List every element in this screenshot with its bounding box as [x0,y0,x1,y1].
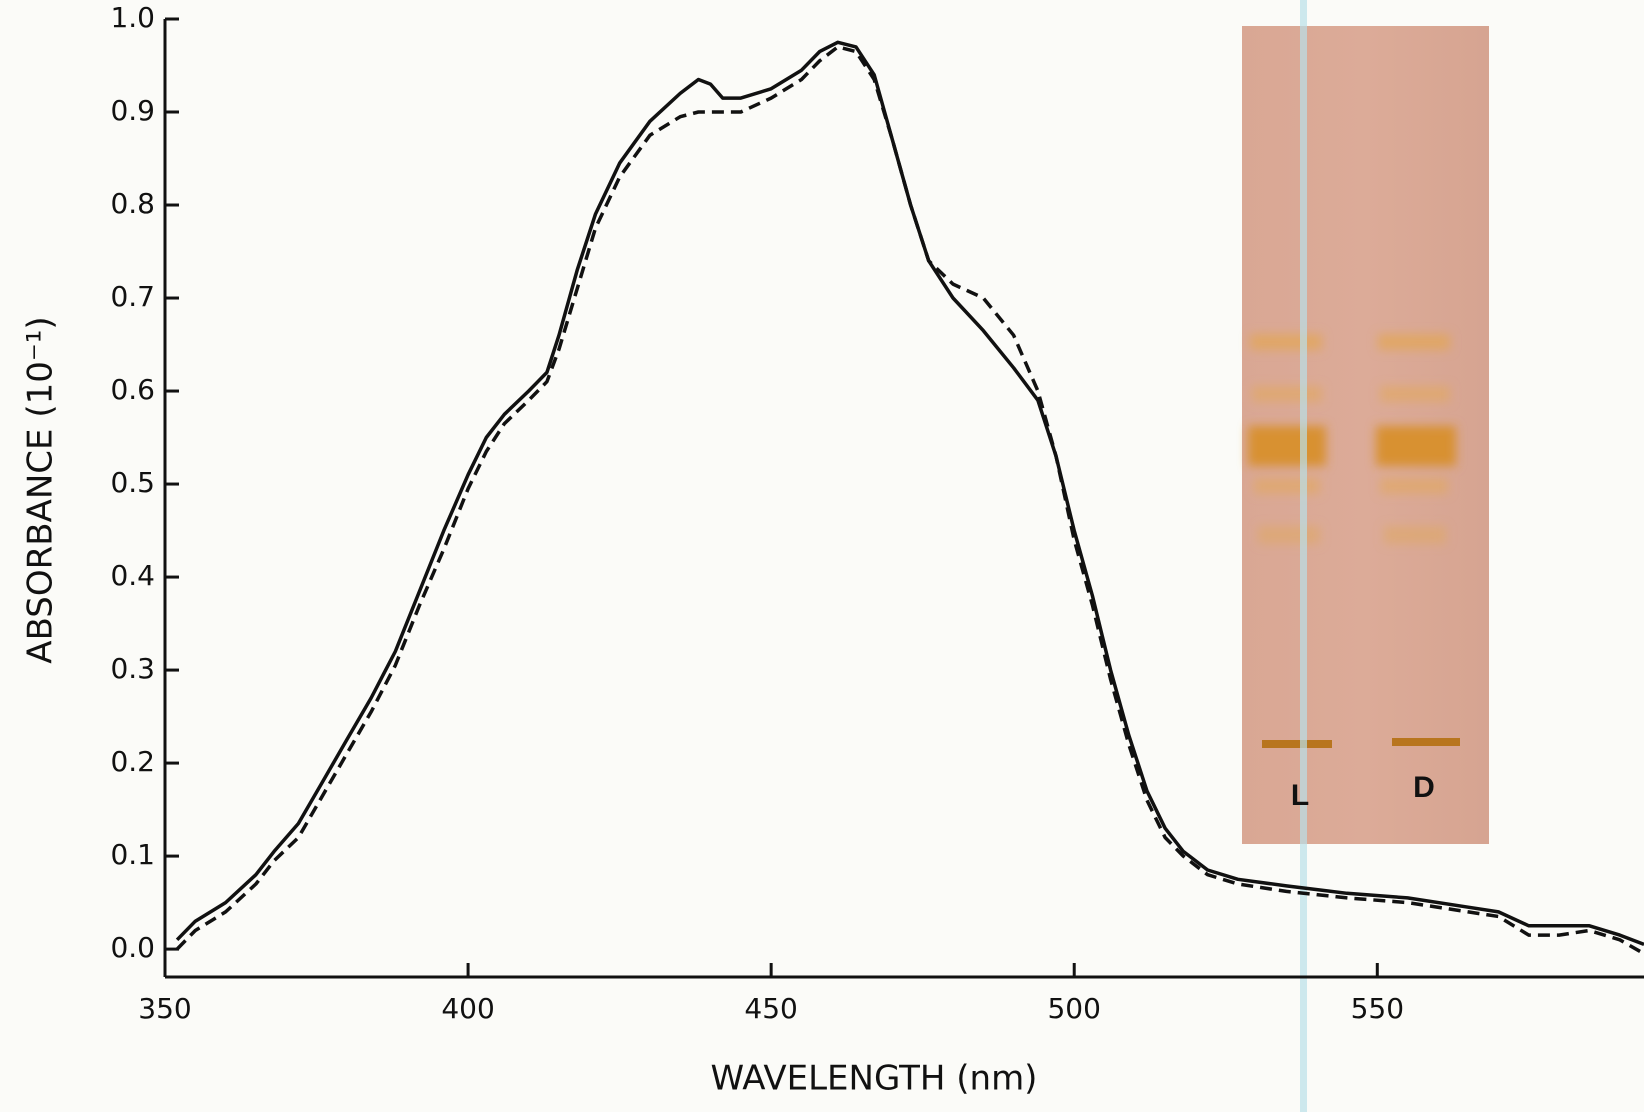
y-tick-label: 0.2 [110,745,155,778]
x-tick-label: 550 [1351,992,1404,1025]
y-tick-label: 0.3 [110,652,155,685]
lane-label: L [1291,779,1309,812]
spectrum-line [175,45,1644,956]
lane-label: D [1413,771,1435,804]
origin-spot [1392,738,1460,746]
x-tick-label: 350 [138,992,191,1025]
tlc-plate-inset: L D [1242,0,1489,1112]
x-tick-label: 450 [744,992,797,1025]
y-tick-label: 0.7 [110,280,155,313]
y-axis-label: ABSORBANCE (10⁻¹) [21,316,61,663]
origin-spot [1262,740,1332,748]
x-tick-label: 500 [1047,992,1100,1025]
y-tick-label: 1.0 [110,1,155,34]
y-tick-label: 0.1 [110,838,155,871]
y-tick-label: 0.4 [110,559,155,592]
x-axis-label: WAVELENGTH (nm) [711,1059,1038,1099]
spectrum-line [175,40,1644,947]
y-tick-label: 0.8 [110,187,155,220]
x-tick-label: 400 [441,992,494,1025]
y-tick-label: 0.6 [110,373,155,406]
y-tick-label: 0.0 [110,931,155,964]
y-tick-label: 0.9 [110,94,155,127]
y-tick-label: 0.5 [110,466,155,499]
scan-streak [1300,0,1307,1112]
